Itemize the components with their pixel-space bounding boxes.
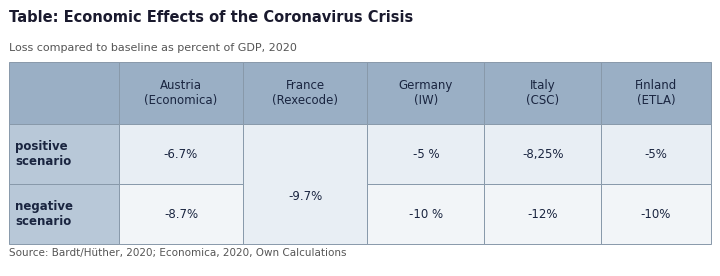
Text: -8.7%: -8.7% <box>164 208 198 221</box>
Text: France
(Rexecode): France (Rexecode) <box>272 79 338 107</box>
Text: -10 %: -10 % <box>409 208 443 221</box>
Text: positive
scenario: positive scenario <box>15 140 71 168</box>
Bar <box>485 124 601 184</box>
Text: Austria
(Economica): Austria (Economica) <box>144 79 217 107</box>
Bar <box>601 184 711 244</box>
Bar <box>367 62 485 124</box>
Text: -5%: -5% <box>644 148 667 161</box>
Bar <box>601 124 711 184</box>
Text: Germany
(IW): Germany (IW) <box>399 79 453 107</box>
Bar <box>9 124 119 184</box>
Text: negative
scenario: negative scenario <box>15 200 73 228</box>
Text: Loss compared to baseline as percent of GDP, 2020: Loss compared to baseline as percent of … <box>9 43 297 53</box>
Bar <box>9 62 119 124</box>
Bar <box>485 184 601 244</box>
Text: Table: Economic Effects of the Coronavirus Crisis: Table: Economic Effects of the Coronavir… <box>9 10 413 25</box>
Text: Finland
(ETLA): Finland (ETLA) <box>635 79 677 107</box>
Bar <box>119 62 243 124</box>
Bar <box>601 62 711 124</box>
Bar <box>9 184 119 244</box>
Text: -8,25%: -8,25% <box>522 148 564 161</box>
Text: -6.7%: -6.7% <box>164 148 198 161</box>
Text: -10%: -10% <box>641 208 671 221</box>
Bar <box>243 62 367 124</box>
Bar <box>119 124 243 184</box>
Text: -9.7%: -9.7% <box>288 190 323 203</box>
Bar <box>367 124 485 184</box>
Bar <box>119 184 243 244</box>
Text: Italy
(CSC): Italy (CSC) <box>526 79 559 107</box>
Bar <box>485 62 601 124</box>
Bar <box>243 124 367 244</box>
Bar <box>367 184 485 244</box>
Text: -12%: -12% <box>528 208 558 221</box>
Text: Source: Bardt/Hüther, 2020; Economica, 2020, Own Calculations: Source: Bardt/Hüther, 2020; Economica, 2… <box>9 248 347 258</box>
Text: -5 %: -5 % <box>413 148 439 161</box>
